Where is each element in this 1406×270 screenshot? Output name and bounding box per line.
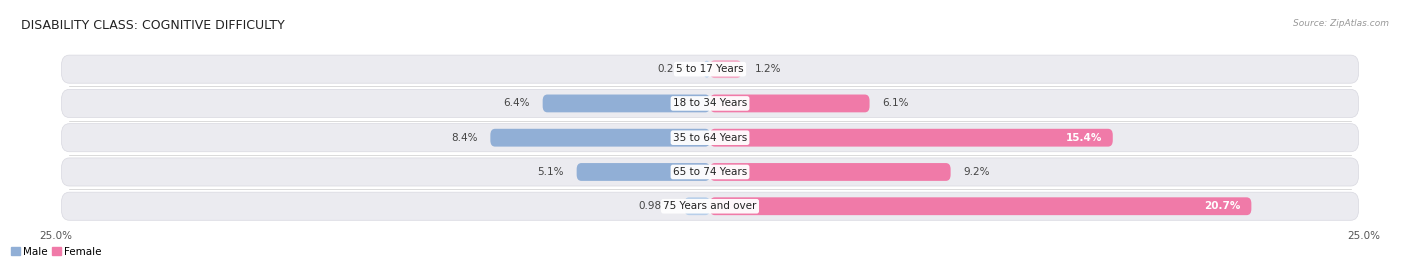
FancyBboxPatch shape bbox=[710, 94, 869, 112]
FancyBboxPatch shape bbox=[543, 94, 710, 112]
Legend: Male, Female: Male, Female bbox=[7, 242, 105, 261]
FancyBboxPatch shape bbox=[710, 129, 1112, 147]
Text: 18 to 34 Years: 18 to 34 Years bbox=[673, 99, 747, 109]
FancyBboxPatch shape bbox=[62, 55, 1358, 83]
Text: 35 to 64 Years: 35 to 64 Years bbox=[673, 133, 747, 143]
Text: 8.4%: 8.4% bbox=[451, 133, 477, 143]
FancyBboxPatch shape bbox=[62, 124, 1358, 152]
Text: 9.2%: 9.2% bbox=[963, 167, 990, 177]
Text: 75 Years and over: 75 Years and over bbox=[664, 201, 756, 211]
Text: 20.7%: 20.7% bbox=[1205, 201, 1241, 211]
Text: Source: ZipAtlas.com: Source: ZipAtlas.com bbox=[1294, 19, 1389, 28]
FancyBboxPatch shape bbox=[576, 163, 710, 181]
Text: 15.4%: 15.4% bbox=[1066, 133, 1102, 143]
FancyBboxPatch shape bbox=[62, 89, 1358, 117]
Text: DISABILITY CLASS: COGNITIVE DIFFICULTY: DISABILITY CLASS: COGNITIVE DIFFICULTY bbox=[21, 19, 285, 32]
Text: 5 to 17 Years: 5 to 17 Years bbox=[676, 64, 744, 74]
FancyBboxPatch shape bbox=[710, 163, 950, 181]
Text: 0.98%: 0.98% bbox=[638, 201, 671, 211]
FancyBboxPatch shape bbox=[710, 197, 1251, 215]
FancyBboxPatch shape bbox=[703, 60, 710, 78]
FancyBboxPatch shape bbox=[685, 197, 710, 215]
FancyBboxPatch shape bbox=[62, 158, 1358, 186]
Text: 0.25%: 0.25% bbox=[658, 64, 690, 74]
Text: 6.1%: 6.1% bbox=[883, 99, 910, 109]
Text: 1.2%: 1.2% bbox=[755, 64, 780, 74]
Text: 65 to 74 Years: 65 to 74 Years bbox=[673, 167, 747, 177]
FancyBboxPatch shape bbox=[491, 129, 710, 147]
FancyBboxPatch shape bbox=[62, 192, 1358, 220]
Text: 5.1%: 5.1% bbox=[537, 167, 564, 177]
FancyBboxPatch shape bbox=[710, 60, 741, 78]
Text: 6.4%: 6.4% bbox=[503, 99, 530, 109]
